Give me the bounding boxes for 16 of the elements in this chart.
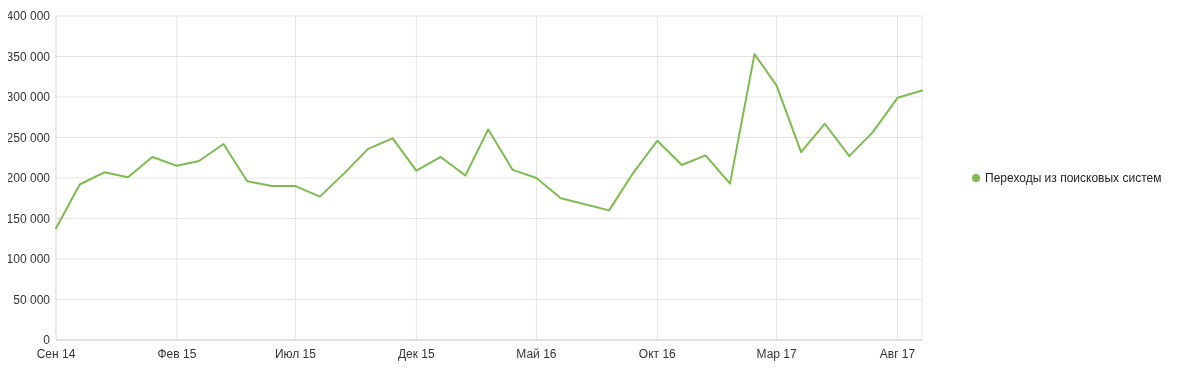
- legend-label: Переходы из поисковых систем: [985, 171, 1162, 186]
- y-tick-label: 50 000: [13, 292, 51, 307]
- x-tick-label: Авг 17: [879, 347, 916, 361]
- line-series: [55, 53, 923, 230]
- x-tick-label: Мар 17: [756, 347, 798, 361]
- x-tick-label: Май 16: [516, 347, 557, 361]
- y-tick-label: 100 000: [6, 252, 51, 267]
- y-tick-label: 0: [43, 333, 51, 348]
- y-tick-label: 150 000: [6, 211, 51, 226]
- x-tick-label: Фев 15: [157, 347, 197, 361]
- x-tick-label: Окт 16: [638, 347, 677, 361]
- y-tick-label: 200 000: [6, 171, 51, 186]
- y-tick-label: 250 000: [6, 130, 51, 145]
- x-tick-label: Сен 14: [36, 347, 76, 361]
- x-tick-label: Июл 15: [274, 347, 317, 361]
- x-tick-label: Дек 15: [397, 347, 435, 361]
